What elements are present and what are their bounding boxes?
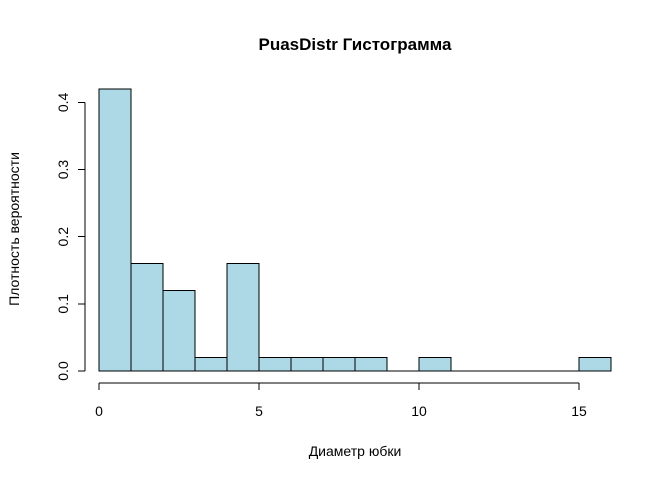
y-tick-label: 0.1 xyxy=(55,294,71,314)
histogram-bar xyxy=(194,357,228,372)
y-axis-label: Плотность вероятности xyxy=(6,152,22,306)
x-tick-label: 0 xyxy=(95,403,103,419)
histogram-bar xyxy=(98,88,132,372)
histogram-bars xyxy=(98,88,612,372)
histogram-bar xyxy=(354,357,388,372)
x-axis-label: Диаметр юбки xyxy=(309,443,402,459)
y-tick-label: 0.3 xyxy=(55,160,71,180)
x-tick-label: 10 xyxy=(411,403,427,419)
x-axis: 0 5 10 15 xyxy=(95,382,587,419)
y-tick-label: 0.4 xyxy=(55,92,71,112)
histogram-bar xyxy=(418,357,452,372)
histogram-bar xyxy=(130,263,164,372)
y-axis: 0.0 0.1 0.2 0.3 0.4 xyxy=(55,92,86,381)
histogram-bar xyxy=(322,357,356,372)
y-tick-label: 0.2 xyxy=(55,227,71,247)
histogram-bar xyxy=(290,357,324,372)
histogram-bar xyxy=(226,263,260,372)
y-tick-label: 0.0 xyxy=(55,361,71,381)
histogram-bar xyxy=(162,289,196,372)
histogram-bar xyxy=(258,357,292,372)
chart-title: PuasDistr Гистограмма xyxy=(259,35,453,54)
x-tick-label: 5 xyxy=(255,403,263,419)
x-tick-label: 15 xyxy=(571,403,587,419)
histogram-bar xyxy=(578,357,612,372)
